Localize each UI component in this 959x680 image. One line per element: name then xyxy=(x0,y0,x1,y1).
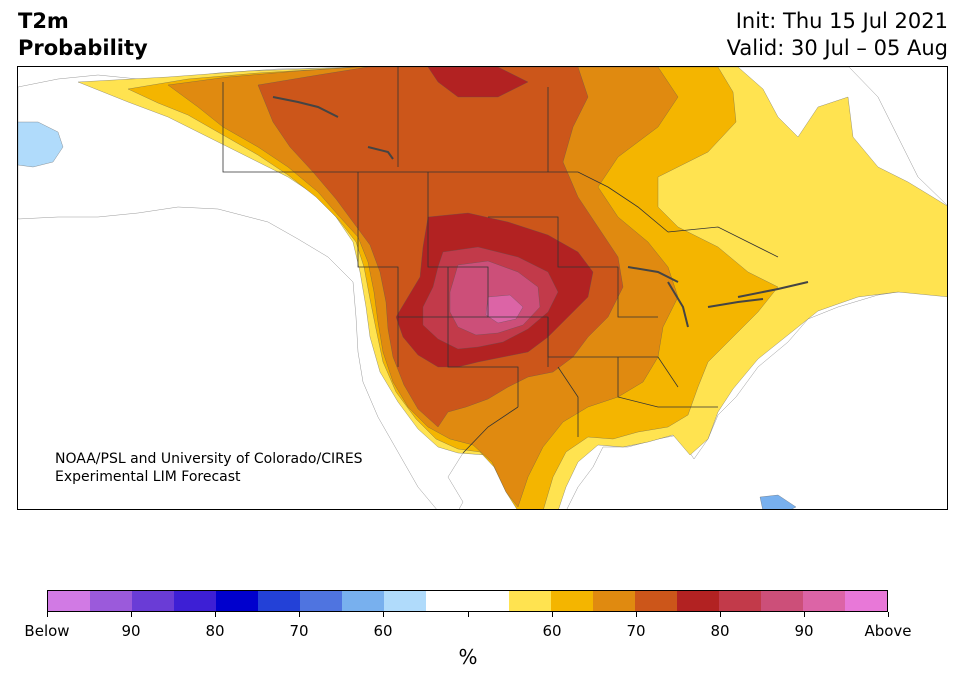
map-title: T2m Probability xyxy=(18,8,148,62)
colorbar-segment xyxy=(131,591,174,611)
colorbar-tick-label: 90 xyxy=(794,622,814,640)
colorbar-tick-label: 60 xyxy=(373,622,393,640)
cold-area-gulf xyxy=(759,494,797,509)
political-borders xyxy=(222,67,779,454)
band-90 xyxy=(485,294,524,324)
colorbar-tick xyxy=(720,612,721,617)
colorbar-segment xyxy=(635,591,678,611)
colorbar-segment xyxy=(677,591,720,611)
colorbar-segment xyxy=(299,591,342,611)
colorbar-tick-label: Above xyxy=(864,622,912,640)
forecast-credit: NOAA/PSL and University of Colorado/CIRE… xyxy=(55,450,363,486)
colorbar-tick-label: 80 xyxy=(205,622,225,640)
map-canvas xyxy=(18,67,947,509)
title-quantity: Probability xyxy=(18,36,148,60)
probability-map xyxy=(17,66,948,510)
title-variable: T2m xyxy=(18,9,69,33)
colorbar-tick-label: 90 xyxy=(121,622,141,640)
colorbar-tick xyxy=(468,612,469,617)
cold-area-alaska xyxy=(18,121,64,168)
colorbar-segment xyxy=(467,591,510,611)
colorbar-segment xyxy=(89,591,132,611)
great-lakes xyxy=(272,96,809,328)
colorbar-segment xyxy=(215,591,258,611)
credit-line1: NOAA/PSL and University of Colorado/CIRE… xyxy=(55,451,363,467)
colorbar-segment xyxy=(341,591,384,611)
colorbar-segment xyxy=(593,591,636,611)
init-date: Init: Thu 15 Jul 2021 xyxy=(735,9,948,33)
colorbar-tick xyxy=(383,612,384,617)
forecast-dates: Init: Thu 15 Jul 2021 Valid: 30 Jul – 05… xyxy=(727,8,948,62)
colorbar-tick xyxy=(804,612,805,617)
colorbar-tick-label: Below xyxy=(24,622,70,640)
colorbar-tick xyxy=(299,612,300,617)
colorbar-unit-label: % xyxy=(458,645,478,669)
credit-line2: Experimental LIM Forecast xyxy=(55,469,241,485)
colorbar-segment xyxy=(48,591,90,611)
colorbar-tick xyxy=(552,612,553,617)
colorbar-tick-label: 80 xyxy=(710,622,730,640)
colorbar-segment xyxy=(509,591,552,611)
colorbar-tick xyxy=(131,612,132,617)
colorbar-tick xyxy=(47,612,48,617)
colorbar-segment xyxy=(551,591,594,611)
colorbar-segment xyxy=(173,591,216,611)
colorbar-tick-label: 70 xyxy=(289,622,309,640)
colorbar-segment xyxy=(719,591,762,611)
colorbar-tick xyxy=(636,612,637,617)
colorbar-segment xyxy=(383,591,426,611)
colorbar-segment xyxy=(803,591,846,611)
valid-range: Valid: 30 Jul – 05 Aug xyxy=(726,36,948,60)
colorbar-tick-label: 70 xyxy=(626,622,646,640)
colorbar-segment xyxy=(257,591,300,611)
colorbar-segment xyxy=(845,591,888,611)
colorbar xyxy=(47,590,888,612)
colorbar-segment xyxy=(761,591,804,611)
colorbar-tick-label: 60 xyxy=(542,622,562,640)
colorbar-tick xyxy=(215,612,216,617)
colorbar-segment xyxy=(425,591,468,611)
colorbar-tick xyxy=(888,612,889,617)
